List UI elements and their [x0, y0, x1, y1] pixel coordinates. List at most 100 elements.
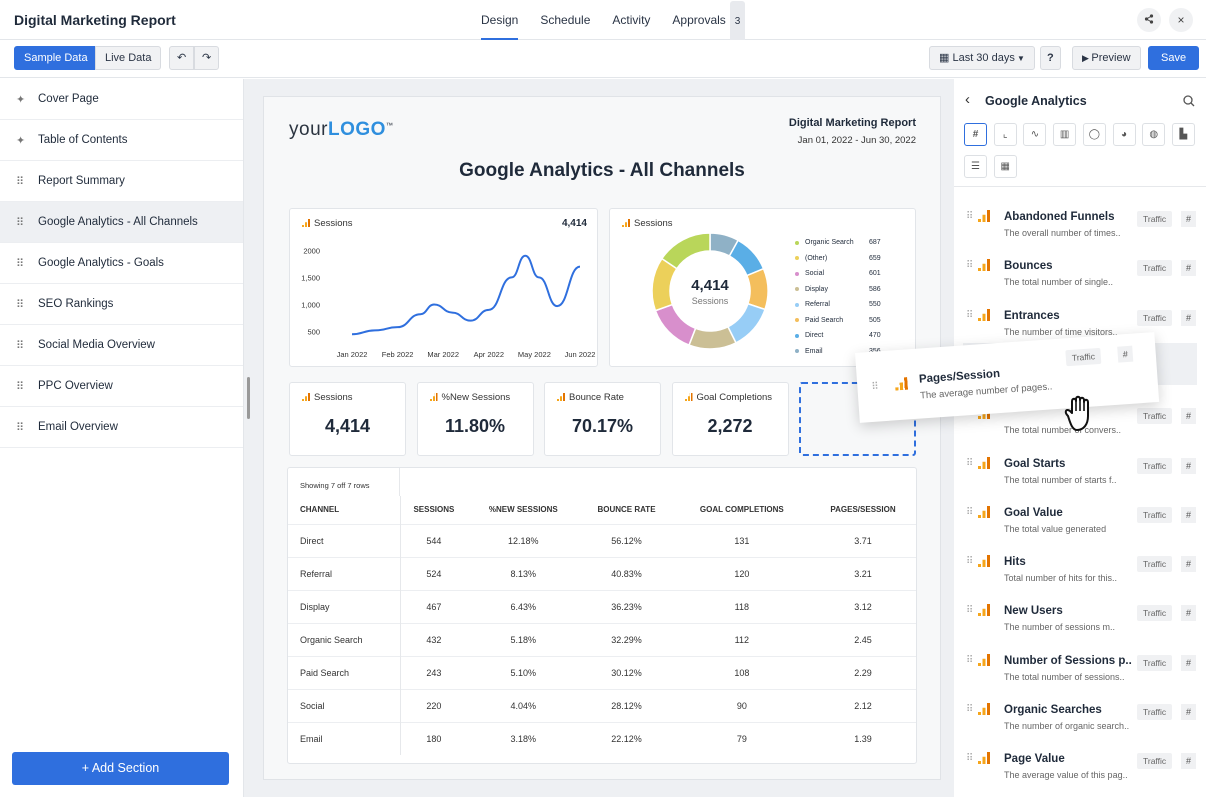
save-button[interactable]: Save: [1148, 46, 1200, 70]
drag-handle-icon[interactable]: ⠿: [966, 260, 973, 272]
sidebar-item[interactable]: ✦ Cover Page: [0, 79, 243, 120]
table-cell: 432: [426, 634, 442, 645]
metric-item[interactable]: ⠿ Abandoned Funnels The overall number of …: [954, 204, 1206, 253]
analytics-icon: [978, 752, 990, 765]
report-page: yourLOGO™ Digital Marketing Report Jan 0…: [263, 96, 941, 780]
legend-swatch: [795, 333, 799, 338]
sample-data-button[interactable]: Sample Data: [14, 46, 98, 70]
close-icon[interactable]: ×: [1169, 8, 1193, 32]
donut-chart-icon[interactable]: ◯: [1082, 123, 1106, 146]
line-chart: 2000 1,500 1,000 500 Jan 2022 Feb 2022 Mar 202…: [301, 246, 595, 359]
number-widget-icon[interactable]: #: [964, 123, 987, 146]
metric-item[interactable]: ⠿ Bounces The total number of single.. Traf…: [954, 253, 1206, 302]
report-title: Digital Marketing Report: [788, 117, 916, 129]
globe-chart-icon[interactable]: ◍: [1142, 123, 1166, 146]
drag-handle-icon[interactable]: ⠿: [966, 211, 973, 222]
app-header: Digital Marketing Report Design Schedule…: [0, 0, 1206, 43]
live-data-button[interactable]: Live Data: [95, 46, 162, 70]
metric-item[interactable]: ⠿ New Users The number of sessions m.. Traf…: [954, 598, 1206, 647]
kpi-card[interactable]: %New Sessions 11.80%: [416, 382, 534, 456]
kpi-card[interactable]: Goal Completions 2,272: [671, 382, 789, 456]
drag-handle-icon[interactable]: ⠿: [966, 556, 973, 568]
metric-hash: #: [1181, 506, 1196, 523]
y-tick-label: 2000: [303, 246, 320, 255]
channels-table-card[interactable]: Showing 7 off 7 rows CHANNEL SESSIONS %NEW…: [287, 467, 917, 764]
sidebar-item-label: Report Summary: [38, 175, 125, 187]
metric-item[interactable]: ⠿ Page Value The average value of this pag…: [954, 746, 1206, 795]
search-icon[interactable]: [1183, 95, 1195, 107]
legend-item: Organic Search 687: [795, 235, 881, 251]
drag-handle-icon[interactable]: ⠿: [966, 654, 973, 666]
back-icon[interactable]: ‹: [965, 91, 970, 108]
hbar-chart-icon[interactable]: ☰: [964, 155, 987, 178]
table-cell: 2.29: [854, 667, 872, 678]
table-cell: Referral: [288, 557, 401, 590]
donut-chart-card[interactable]: Sessions 4,414 Sessions Organic Search 68…: [609, 208, 916, 367]
metric-item[interactable]: ⠿ Entrances The number of time visitors.. T…: [954, 303, 1206, 352]
tab-schedule[interactable]: Schedule: [540, 13, 591, 27]
metric-hash: #: [1181, 309, 1196, 326]
donut-chart-title: Sessions: [622, 218, 673, 229]
resize-handle[interactable]: [247, 377, 250, 419]
tab-approvals-label: Approvals: [672, 13, 726, 27]
panel-title: Google Analytics: [985, 94, 1087, 108]
drag-handle-icon[interactable]: ⠿: [966, 605, 973, 617]
area-chart-icon[interactable]: ▙: [1171, 123, 1195, 146]
sidebar-item[interactable]: ⠿ Email Overview: [0, 407, 243, 448]
metric-hash: #: [1181, 260, 1196, 277]
table-row: Display 467 6.43% 36.23% 118 3.12: [288, 590, 916, 623]
table-cell: 2.45: [854, 634, 872, 645]
metric-item[interactable]: ⠿ Number of Sessions p.. The total number …: [954, 648, 1206, 697]
pie-chart-icon[interactable]: ◕: [1112, 123, 1136, 146]
analytics-icon: [684, 393, 693, 401]
bar-chart-icon[interactable]: ▥: [1053, 123, 1077, 146]
table-cell: Email: [288, 722, 401, 755]
tab-activity[interactable]: Activity: [612, 13, 651, 27]
sidebar-item[interactable]: ⠿ Google Analytics - Goals: [0, 243, 243, 284]
table-chart-icon[interactable]: ▦: [993, 155, 1017, 178]
sidebar-item[interactable]: ⠿ Report Summary: [0, 161, 243, 202]
drag-handle-icon[interactable]: ⠿: [966, 457, 973, 469]
drag-handle-icon[interactable]: ⠿: [871, 381, 880, 393]
kpi-card[interactable]: Bounce Rate 70.17%: [544, 382, 661, 456]
share-icon[interactable]: [1137, 8, 1161, 32]
kpi-card[interactable]: Sessions 4,414: [289, 382, 406, 456]
chevron-down-icon: ▼: [1014, 54, 1025, 63]
add-section-button[interactable]: + Add Section: [12, 752, 229, 785]
drag-handle-icon[interactable]: ⠿: [966, 506, 973, 518]
report-canvas: yourLOGO™ Digital Marketing Report Jan 0…: [244, 79, 954, 797]
metric-item[interactable]: ⠿ Goal Value The total value generated Traf…: [954, 500, 1206, 549]
tab-approvals[interactable]: Approvals 3: [661, 0, 756, 43]
date-range-select[interactable]: ▦ Last 30 days ▼: [929, 46, 1035, 70]
preview-button[interactable]: ▶ Preview: [1072, 46, 1141, 70]
drag-handle-icon[interactable]: ⠿: [966, 704, 973, 715]
line-chart-icon[interactable]: ⌞: [993, 123, 1017, 146]
sidebar-item[interactable]: ⠿ PPC Overview: [0, 366, 243, 407]
metric-item[interactable]: ⠿ Goal Starts The total number of starts f…: [954, 451, 1206, 500]
undo-icon[interactable]: ↶: [169, 46, 195, 70]
table-cell: 32.29%: [611, 634, 642, 645]
metric-desc: The total number of convers..: [1004, 425, 1122, 436]
table-cell: 6.43%: [510, 601, 537, 612]
drag-handle-icon[interactable]: ⠿: [966, 753, 973, 765]
sidebar-item[interactable]: ✦ Table of Contents: [0, 120, 243, 161]
tab-design[interactable]: Design: [470, 0, 529, 40]
redo-icon[interactable]: ↷: [194, 46, 220, 70]
table-cell: 3.18%: [510, 733, 537, 744]
calendar-icon: ▦: [939, 52, 953, 64]
legend-swatch: [795, 240, 799, 245]
sidebar-item[interactable]: ⠿ Google Analytics - All Channels: [0, 202, 243, 243]
drag-handle-icon[interactable]: ⠿: [966, 309, 973, 321]
analytics-icon: [978, 456, 990, 469]
sidebar-item[interactable]: ⠿ SEO Rankings: [0, 284, 243, 325]
wave-chart-icon[interactable]: ∿: [1023, 123, 1047, 146]
donut-slice: [660, 232, 711, 270]
help-icon[interactable]: ?: [1040, 46, 1061, 70]
pin-icon: ✦: [16, 93, 26, 106]
date-range-label: Last 30 days: [952, 52, 1015, 64]
sidebar-item[interactable]: ⠿ Social Media Overview: [0, 325, 243, 366]
metric-item[interactable]: ⠿ Hits Total number of hits for this.. Traf…: [954, 549, 1206, 598]
line-chart-card[interactable]: Sessions 4,414 2000 1,500 1,000 500 Jan 2022…: [289, 208, 598, 367]
metric-hash: #: [1181, 556, 1196, 573]
metric-item[interactable]: ⠿ Organic Searches The number of organic s…: [954, 697, 1206, 746]
